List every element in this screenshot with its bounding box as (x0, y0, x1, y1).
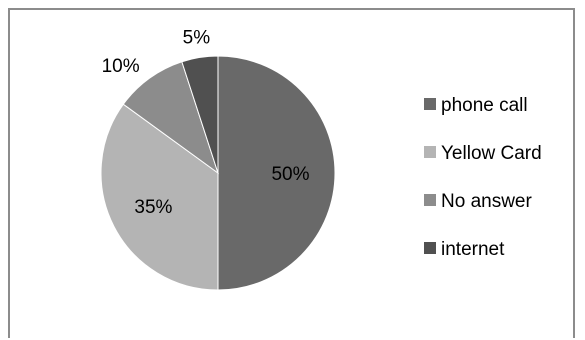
slice-label-phone-call: 50% (271, 164, 309, 185)
slice-label-internet: 5% (183, 28, 211, 49)
legend-label-phone-call: phone call (441, 95, 528, 116)
legend-label-no-answer: No answer (441, 191, 532, 212)
slice-label-yellow-card: 35% (134, 197, 172, 218)
legend-label-internet: internet (441, 239, 505, 260)
legend-swatch-phone-call (424, 98, 436, 110)
pie-slice-phone-call (217, 55, 336, 291)
legend-swatch-internet (424, 242, 436, 254)
pie-slice-internet (181, 55, 219, 174)
legend-label-yellow-card: Yellow Card (441, 143, 542, 164)
pie-slice-no-answer (122, 61, 219, 175)
slice-label-no-answer: 10% (102, 56, 140, 77)
pie-slice-yellow-card (100, 103, 219, 291)
pie-labels: 50% 35% 10% 5% (102, 28, 310, 218)
pie-slices (100, 55, 336, 291)
legend-swatch-yellow-card (424, 146, 436, 158)
legend-swatch-no-answer (424, 194, 436, 206)
legend: phone call Yellow Card No answer internet (424, 95, 542, 260)
